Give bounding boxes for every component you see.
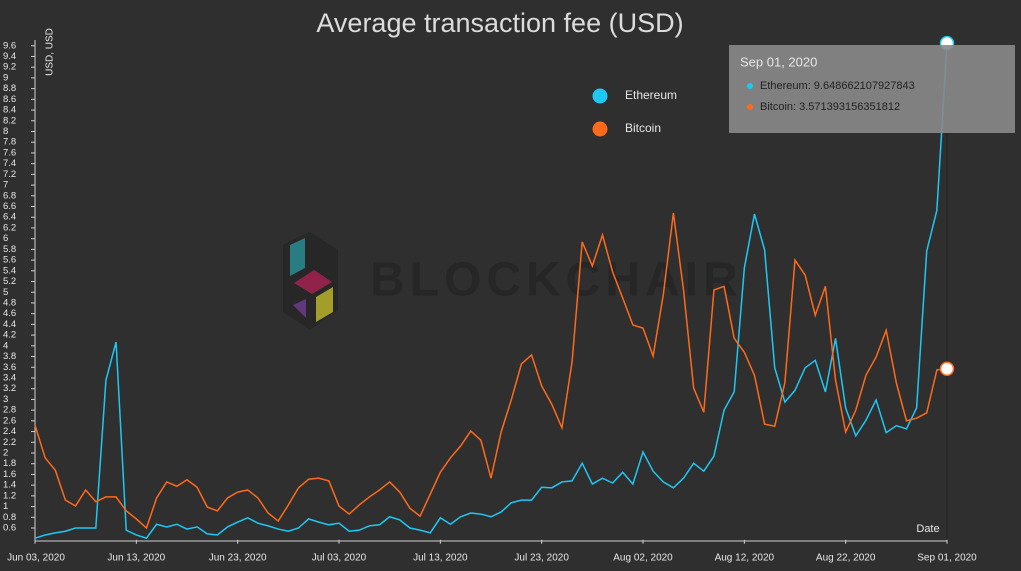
y-tick-label: 8: [3, 126, 8, 137]
tooltip-title: Sep 01, 2020: [740, 54, 817, 69]
x-tick-label: Jul 13, 2020: [413, 552, 468, 563]
x-tick-label: Jul 03, 2020: [312, 552, 367, 563]
x-tick-label: Jun 13, 2020: [107, 552, 165, 563]
y-tick-label: 7.6: [3, 147, 16, 158]
x-tick-label: Aug 12, 2020: [715, 552, 775, 563]
y-tick-label: 1.4: [3, 480, 16, 491]
chart-title: Average transaction fee (USD): [316, 8, 683, 38]
y-tick-label: 3.2: [3, 383, 16, 394]
y-tick-label: 4.2: [3, 330, 16, 341]
y-tick-label: 3.4: [3, 372, 16, 383]
x-tick-label: Aug 02, 2020: [613, 552, 673, 563]
x-tick-label: Jul 23, 2020: [514, 552, 569, 563]
y-tick-label: 4.8: [3, 297, 16, 308]
y-tick-label: 5.8: [3, 244, 16, 255]
y-tick-label: 8.6: [3, 94, 16, 105]
y-tick-label: 9.6: [3, 40, 16, 51]
hover-point: [939, 361, 955, 377]
tooltip-box: [729, 45, 1015, 133]
y-tick-label: 4.4: [3, 319, 16, 330]
legend-marker: [592, 88, 608, 104]
y-tick-label: 5.2: [3, 276, 16, 287]
y-tick-label: 6.2: [3, 222, 16, 233]
logo-shape: [293, 299, 306, 318]
logo-shape: [316, 287, 333, 322]
y-tick-label: 5.6: [3, 255, 16, 266]
logo-shape: [290, 238, 305, 276]
y-tick-label: 5: [3, 287, 8, 298]
legend-marker: [592, 121, 608, 137]
x-tick-label: Sep 01, 2020: [917, 552, 977, 563]
y-tick-label: 7: [3, 180, 8, 191]
legend-label: Bitcoin: [625, 121, 661, 135]
y-tick-label: 8.2: [3, 115, 16, 126]
y-axis-label: USD, USD: [45, 28, 56, 76]
y-tick-label: 2.2: [3, 437, 16, 448]
y-tick-label: 9.2: [3, 62, 16, 73]
y-tick-label: 3.8: [3, 351, 16, 362]
y-tick-label: 3: [3, 394, 8, 405]
y-tick-label: 9: [3, 72, 8, 83]
y-tick-label: 1.2: [3, 490, 16, 501]
y-tick-label: 2.6: [3, 415, 16, 426]
y-tick-label: 6.8: [3, 190, 16, 201]
y-tick-label: 4: [3, 340, 8, 351]
y-tick-label: 2.4: [3, 426, 16, 437]
y-tick-label: 7.4: [3, 158, 16, 169]
y-tick-label: 6.6: [3, 201, 16, 212]
y-tick-label: 7.8: [3, 137, 16, 148]
y-tick-label: 8.4: [3, 105, 16, 116]
y-tick-label: 5.4: [3, 265, 16, 276]
y-tick-label: 9.4: [3, 51, 16, 62]
y-tick-label: 2: [3, 448, 8, 459]
tooltip-marker: [747, 104, 753, 110]
tooltip: Sep 01, 2020 Ethereum: 9.648662107927843…: [729, 45, 1015, 133]
y-tick-label: 4.6: [3, 308, 16, 319]
y-tick-label: 8.8: [3, 83, 16, 94]
tooltip-line: Ethereum: 9.648662107927843: [760, 80, 915, 92]
tooltip-line: Bitcoin: 3.571393156351812: [760, 101, 900, 113]
x-tick-label: Jun 03, 2020: [7, 552, 65, 563]
line: [34, 212, 948, 530]
x-tick-label: Aug 22, 2020: [816, 552, 876, 563]
y-tick-label: 2.8: [3, 405, 16, 416]
y-tick-label: 1.6: [3, 469, 16, 480]
y-tick-label: 0.6: [3, 523, 16, 534]
legend-label: Ethereum: [625, 88, 677, 102]
tooltip-marker: [747, 83, 753, 89]
x-tick-label: Jun 23, 2020: [209, 552, 267, 563]
watermark: BLOCKCHAIR: [370, 254, 743, 307]
y-tick-label: 0.8: [3, 512, 16, 523]
logo: [283, 232, 338, 330]
y-tick-label: 3.6: [3, 362, 16, 373]
y-tick-label: 6: [3, 233, 8, 244]
x-axis-label: Date: [916, 523, 939, 535]
y-tick-label: 1.8: [3, 458, 16, 469]
y-tick-label: 6.4: [3, 212, 16, 223]
y-tick-label: 7.2: [3, 169, 16, 180]
y-tick-label: 1: [3, 501, 8, 512]
line: [34, 43, 948, 540]
logo-shape: [294, 270, 332, 294]
